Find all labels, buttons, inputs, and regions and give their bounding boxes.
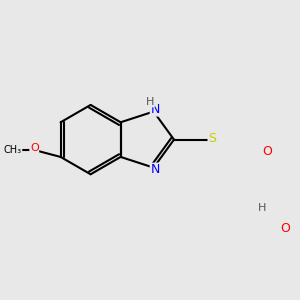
Text: S: S <box>208 132 216 145</box>
Text: CH₃: CH₃ <box>4 145 22 155</box>
Text: O: O <box>280 222 290 235</box>
Text: H: H <box>146 97 154 107</box>
Text: N: N <box>150 163 160 176</box>
Text: N: N <box>150 103 160 116</box>
Text: O: O <box>262 145 272 158</box>
Text: O: O <box>30 143 39 153</box>
Text: H: H <box>258 203 266 213</box>
